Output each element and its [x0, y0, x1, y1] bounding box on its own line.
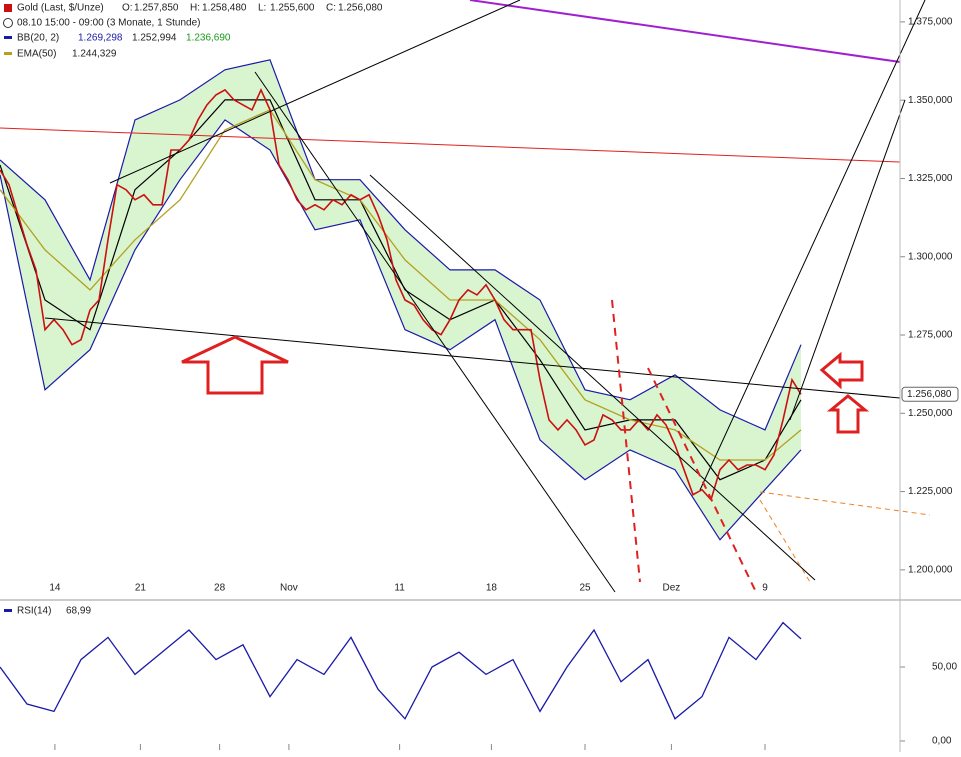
period: 08.10 15:00 - 09:00 (3 Monate, 1 Stunde)	[17, 18, 200, 29]
legend-swatch	[4, 609, 12, 612]
legend-swatch	[4, 4, 12, 12]
y-tick-label: 50,00	[932, 662, 957, 673]
y-tick-label: 1.350,000	[908, 95, 953, 106]
series-line	[0, 621, 802, 720]
ohlc-value: 1.257,850	[134, 3, 179, 14]
ema-value: 1.244,329	[72, 49, 117, 60]
rsi-title: RSI(14)	[17, 606, 51, 617]
x-tick-label: Dez	[663, 583, 681, 594]
band-line	[0, 99, 802, 481]
legend-swatch	[4, 52, 12, 55]
y-tick-label: 1.375,000	[908, 17, 953, 28]
legend-label: BB(20, 2)	[17, 33, 59, 44]
resistance-line	[0, 127, 901, 163]
bb-value: 1.252,994	[132, 33, 177, 44]
y-tick-label: 1.275,000	[908, 330, 953, 341]
x-tick-label: 11	[394, 583, 405, 594]
rsi-value: 68,99	[66, 606, 91, 617]
arrow-up	[826, 394, 870, 434]
y-tick-label: 1.325,000	[908, 173, 953, 184]
bb-value: 1.269,298	[78, 33, 123, 44]
x-tick-label: 14	[49, 583, 61, 594]
channel-line	[611, 299, 641, 583]
legend-label: Gold (Last, $/Unze)	[17, 3, 104, 14]
trend-line	[469, 0, 901, 63]
bb-value: 1.236,690	[186, 33, 231, 44]
y-tick-label: 0,00	[932, 736, 952, 747]
y-tick-label: 1.300,000	[908, 251, 953, 262]
y-tick-label: 1.225,000	[908, 486, 953, 497]
last-price-box	[901, 386, 959, 402]
legend-label: EMA(50)	[17, 49, 56, 60]
fib-line	[759, 499, 811, 583]
x-tick-label: 21	[135, 583, 147, 594]
band-line	[0, 119, 802, 541]
price-panel: 1.375,000 1.350,000 1.325,000 1.300,000 1.27…	[0, 17, 959, 750]
last-price-label: 1.256,080	[907, 389, 952, 400]
arrow-up	[181, 335, 289, 395]
band-line	[0, 59, 802, 431]
trend-line	[789, 99, 906, 421]
rsi-panel: 50,00 0,00	[0, 621, 957, 747]
clock-icon	[3, 18, 13, 28]
ohlc-label: H:	[190, 3, 200, 14]
trend-line	[44, 317, 901, 399]
fib-line	[759, 491, 931, 516]
ohlc: O: 1.257,850 H: 1.258,480 L: 1.255,600 C: 1.256…	[122, 3, 383, 14]
trend-line	[109, 0, 521, 184]
trend-line	[699, 0, 926, 491]
ohlc-label: L:	[258, 3, 266, 14]
x-tick-label: 9	[762, 583, 768, 594]
x-tick-label: 28	[214, 583, 226, 594]
ohlc-label: O:	[122, 3, 133, 14]
series-line	[0, 87, 802, 502]
ohlc-label: C:	[326, 3, 336, 14]
ohlc-value: 1.256,080	[338, 3, 383, 14]
x-tick-label: 18	[486, 583, 498, 594]
y-tick-label: 1.250,000	[908, 408, 953, 419]
ohlc-value: 1.258,480	[202, 3, 247, 14]
x-tick-label: Nov	[280, 583, 298, 594]
legend-swatch	[4, 36, 12, 39]
ohlc-value: 1.255,600	[270, 3, 315, 14]
trend-line	[254, 71, 616, 593]
trend-line	[369, 174, 816, 581]
x-tick-label: 25	[579, 583, 591, 594]
arrow-left	[819, 351, 864, 390]
y-tick-label: 1.200,000	[908, 564, 953, 575]
annotations	[0, 0, 931, 593]
legend: Gold (Last, $/Unze) O: 1.257,850 H: 1.258,4…	[3, 3, 383, 617]
series-line	[0, 109, 802, 461]
